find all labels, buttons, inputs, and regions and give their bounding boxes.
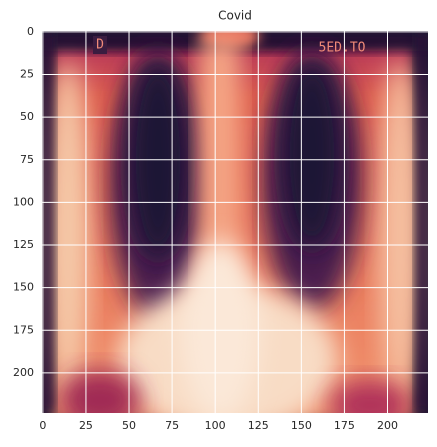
- image-annotation: D: [96, 38, 104, 53]
- image-annotation: 5ED.TO: [319, 41, 366, 56]
- y-tick-label: 175: [13, 323, 34, 336]
- x-tick-label: 200: [377, 419, 398, 432]
- x-tick-label: 25: [79, 419, 93, 432]
- x-tick-label: 75: [165, 419, 179, 432]
- grid: [42, 31, 428, 413]
- x-tick-label: 0: [39, 419, 46, 432]
- x-tick-label: 175: [334, 419, 355, 432]
- x-tick-label: 50: [122, 419, 136, 432]
- y-tick-label: 25: [20, 67, 34, 80]
- chart-title: Covid: [218, 9, 252, 23]
- x-tick-label: 125: [248, 419, 269, 432]
- y-tick-label: 150: [13, 281, 34, 294]
- y-tick-label: 125: [13, 238, 34, 251]
- x-tick-label: 150: [291, 419, 312, 432]
- y-tick-label: 75: [20, 153, 34, 166]
- x-tick-label: 100: [205, 419, 226, 432]
- y-tick-label: 100: [13, 195, 34, 208]
- y-tick-label: 0: [27, 25, 34, 38]
- y-tick-label: 50: [20, 110, 34, 123]
- y-tick-label: 200: [13, 366, 34, 379]
